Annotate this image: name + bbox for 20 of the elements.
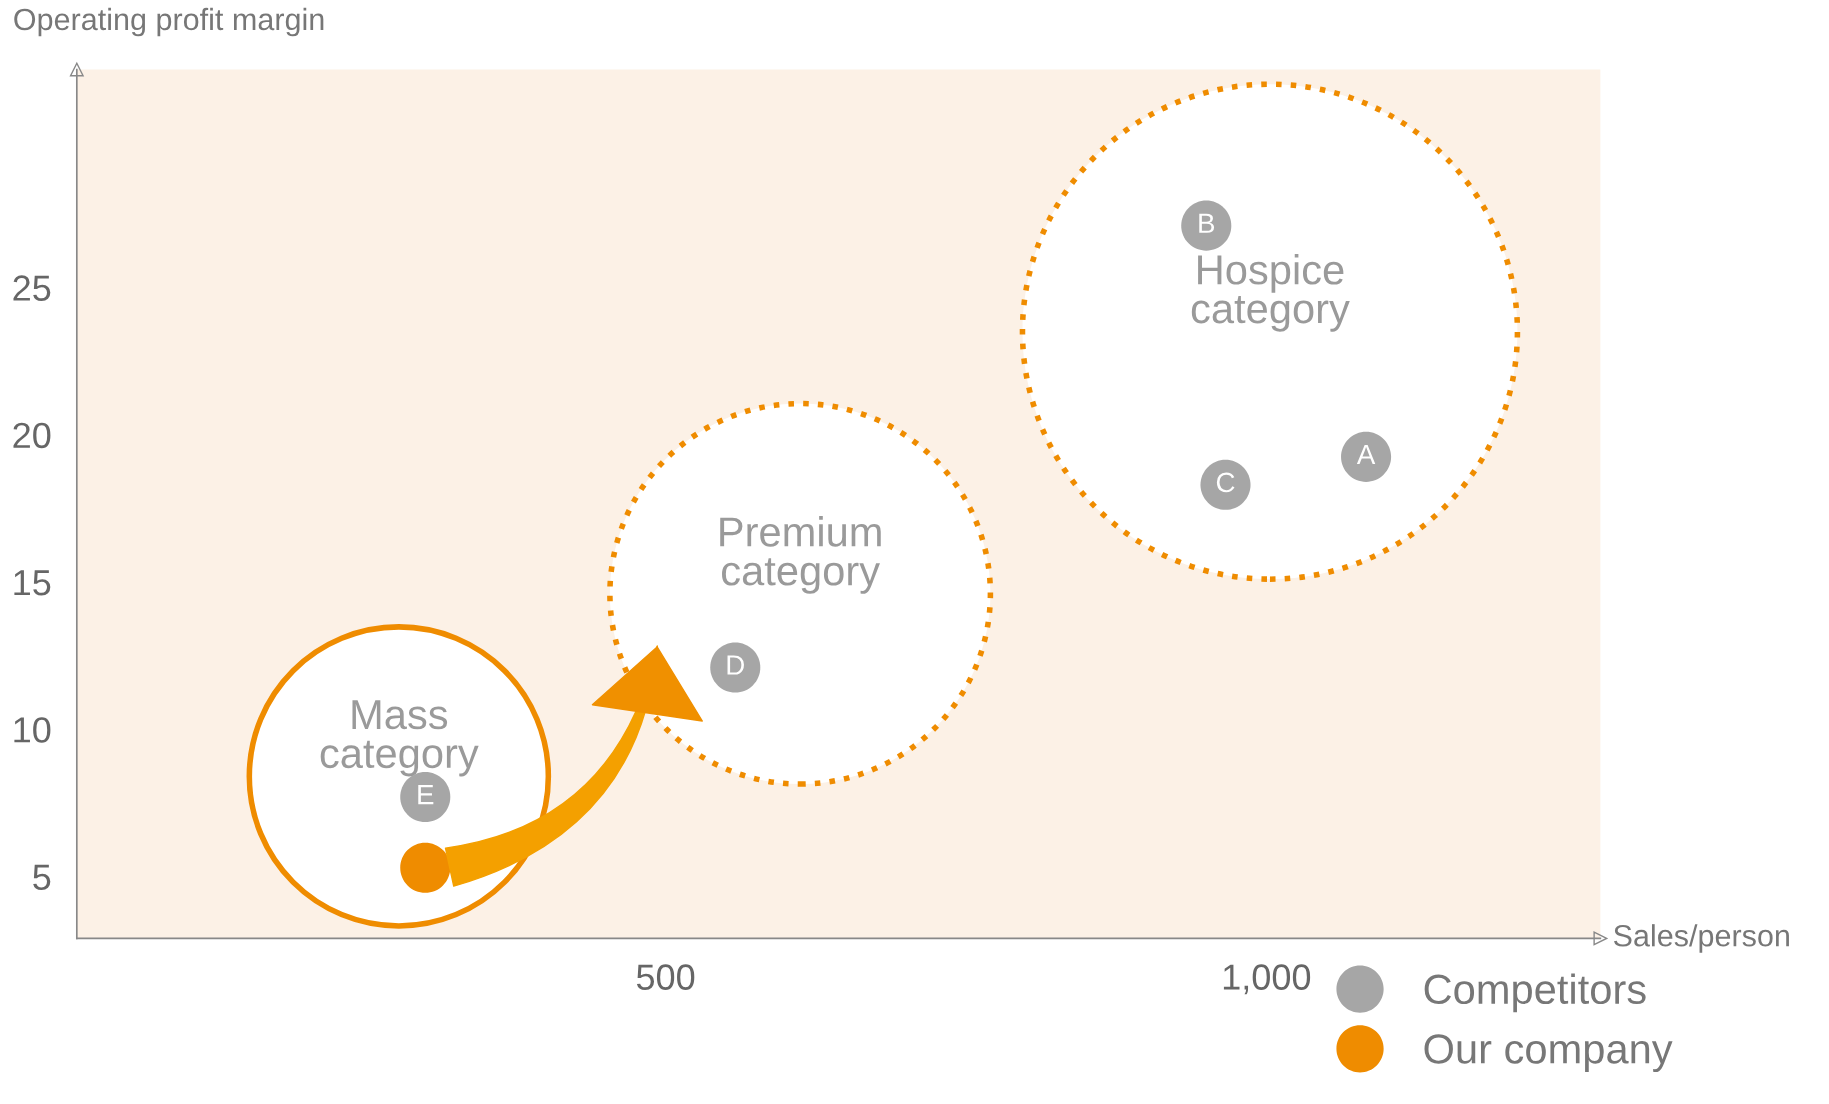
y-tick-label: 10	[14, 717, 51, 743]
y-axis-title: Operating profit margin	[14, 7, 324, 37]
x-tick-label: 1,000	[1223, 964, 1311, 995]
data-label: Hospice category	[1191, 254, 1350, 332]
y-tick-label: 20	[13, 422, 51, 449]
point	[400, 842, 451, 893]
data-label: Premium category	[720, 516, 881, 594]
y-tick-label: 5	[33, 864, 51, 890]
x-tick-label: 500	[636, 964, 695, 990]
data-label: B	[1199, 213, 1215, 233]
legend-label: Our company	[1424, 1034, 1673, 1073]
x-axis-title: Sales/person	[1613, 924, 1789, 953]
y-tick-label: 25	[13, 275, 51, 301]
data-label: E	[418, 785, 434, 805]
y-tick-label: 15	[14, 570, 51, 596]
data-label: D	[727, 655, 744, 675]
legend-label: Competitors	[1424, 973, 1646, 1013]
data-label: A	[1356, 444, 1376, 465]
data-label: Mass category	[320, 700, 479, 777]
data-label: C	[1216, 472, 1235, 493]
